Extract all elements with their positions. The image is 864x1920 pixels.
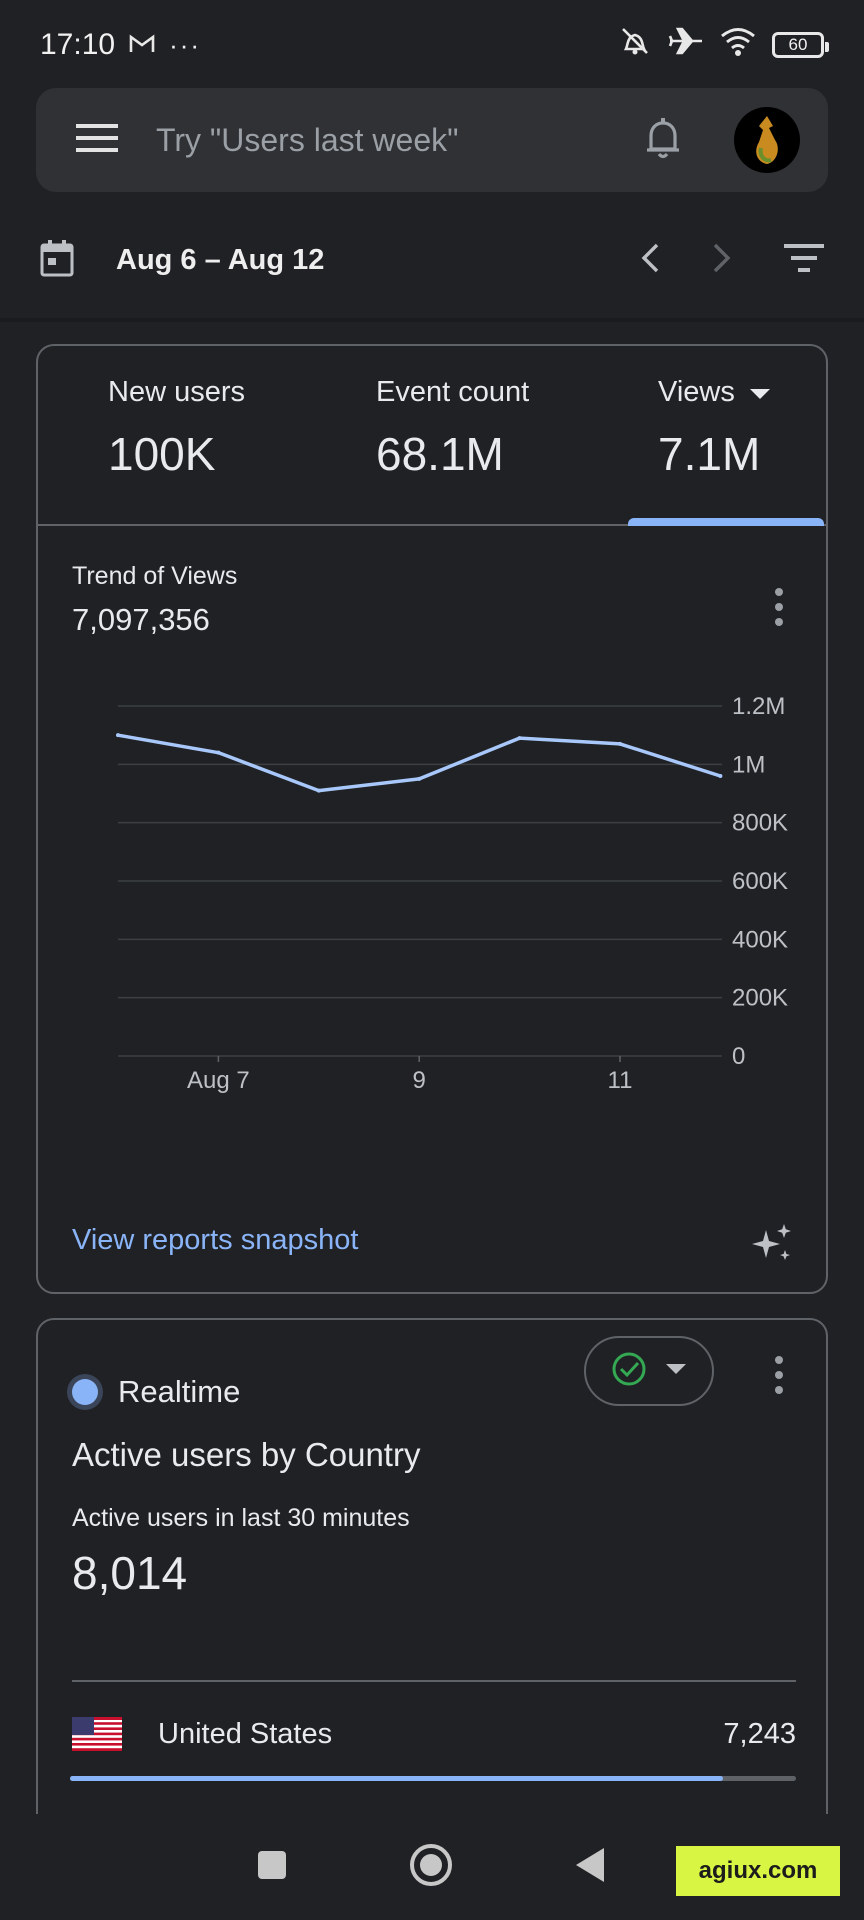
metric-tabs: New users 100K Event count 68.1M Views 7… (38, 346, 826, 526)
account-avatar[interactable] (734, 107, 800, 173)
y-tick-label: 200K (732, 985, 788, 1012)
x-tick-label: 11 (608, 1067, 633, 1094)
metric-value: 68.1M (376, 428, 504, 480)
battery-icon: 60 (772, 32, 829, 58)
check-circle-icon (611, 1351, 647, 1392)
watermark-badge: agiux.com (676, 1846, 840, 1896)
realtime-card-title: Active users by Country (72, 1436, 421, 1473)
realtime-label: Realtime (118, 1374, 241, 1409)
wifi-icon (720, 26, 756, 64)
more-icon: ··· (169, 29, 202, 60)
metric-value: 7.1M (658, 428, 761, 480)
realtime-more-options-icon[interactable] (764, 1350, 794, 1400)
country-value: 7,243 (723, 1717, 796, 1750)
search-bar[interactable]: Try "Users last week" (36, 88, 828, 192)
status-bar: 17:10 ··· 60 (0, 0, 864, 90)
airplane-icon (668, 25, 704, 65)
notifications-bell-icon[interactable] (644, 117, 682, 164)
trend-more-options-icon[interactable] (764, 582, 794, 632)
metric-name: New users (108, 376, 245, 408)
y-tick-label: 0 (732, 1043, 745, 1070)
calendar-icon[interactable] (40, 239, 74, 282)
alarm-off-icon (618, 25, 652, 65)
filter-icon[interactable] (784, 243, 824, 278)
y-tick-label: 1M (732, 751, 765, 778)
metric-value: 100K (108, 428, 216, 480)
recents-square-icon[interactable] (256, 1849, 288, 1886)
home-circle-icon[interactable] (408, 1842, 454, 1893)
divider (72, 1680, 796, 1682)
search-input[interactable]: Try "Users last week" (156, 121, 459, 158)
tab-event-count[interactable]: Event count 68.1M (376, 376, 529, 481)
data-point (116, 733, 120, 738)
country-share-bar-fill (70, 1776, 724, 1781)
x-tick-label: Aug 7 (187, 1067, 250, 1094)
chevron-left-icon[interactable] (640, 242, 660, 279)
data-point (517, 736, 522, 741)
battery-level: 60 (788, 35, 808, 54)
active-users-count: 8,014 (72, 1547, 188, 1599)
status-filter-chip[interactable] (584, 1336, 714, 1406)
views-series-line (117, 733, 721, 793)
data-point (718, 774, 723, 778)
chevron-right-icon[interactable] (712, 242, 732, 279)
us-flag-icon (72, 1717, 122, 1751)
realtime-indicator-dot (72, 1379, 98, 1405)
view-reports-snapshot-link[interactable]: View reports snapshot (72, 1224, 359, 1256)
data-point (316, 788, 321, 793)
dropdown-arrow-icon (665, 1362, 687, 1381)
tab-new-users[interactable]: New users 100K (108, 376, 245, 481)
data-point (618, 741, 622, 746)
trend-total: 7,097,356 (72, 602, 210, 637)
y-tick-label: 600K (732, 868, 788, 895)
x-tick-label: 9 (413, 1067, 426, 1094)
y-tick-label: 400K (732, 926, 788, 953)
country-row[interactable]: United States 7,243 (72, 1704, 796, 1764)
metric-name: Views (658, 376, 735, 408)
gmail-icon (129, 28, 155, 62)
y-tick-label: 800K (732, 810, 788, 837)
data-point (417, 776, 422, 781)
header-divider (0, 318, 864, 322)
date-range-label[interactable]: Aug 6 – Aug 12 (116, 243, 325, 276)
metric-name: Event count (376, 376, 530, 408)
y-tick-label: 1.2M (732, 693, 785, 720)
views-trend-chart: 1.2M 1M 800K 600K 400K 200K 0 Aug 7 9 11 (116, 693, 788, 1094)
menu-icon[interactable] (76, 123, 118, 158)
tab-views[interactable]: Views 7.1M (658, 376, 771, 481)
trend-title: Trend of Views (72, 562, 238, 590)
metrics-card: New users 100K Event count 68.1M Views 7… (36, 344, 828, 1294)
realtime-subtitle: Active users in last 30 minutes (72, 1504, 410, 1532)
date-range-row: Aug 6 – Aug 12 (0, 222, 864, 298)
selected-tab-indicator (628, 518, 824, 526)
country-share-bar (70, 1776, 796, 1781)
back-triangle-icon[interactable] (574, 1846, 608, 1889)
status-time: 17:10 (40, 28, 116, 61)
dropdown-arrow-icon[interactable] (749, 376, 771, 409)
country-name: United States (158, 1717, 333, 1750)
data-point (216, 750, 221, 755)
sparkle-insights-icon[interactable] (750, 1222, 794, 1271)
